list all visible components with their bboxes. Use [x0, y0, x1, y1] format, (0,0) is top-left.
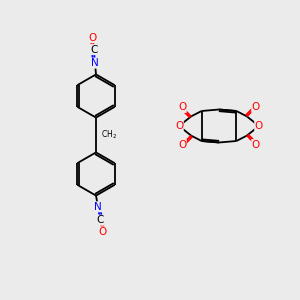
- Text: O: O: [89, 33, 97, 43]
- Text: N: N: [94, 202, 102, 212]
- Text: N: N: [91, 58, 99, 68]
- Text: O: O: [178, 102, 186, 112]
- Text: O: O: [98, 227, 106, 237]
- Text: O: O: [175, 121, 183, 131]
- Text: O: O: [252, 140, 260, 150]
- Text: O: O: [252, 102, 260, 112]
- Text: C: C: [90, 45, 98, 55]
- Text: C: C: [97, 215, 104, 225]
- Text: O: O: [255, 121, 263, 131]
- Text: CH$_2$: CH$_2$: [101, 129, 117, 141]
- Text: O: O: [178, 140, 186, 150]
